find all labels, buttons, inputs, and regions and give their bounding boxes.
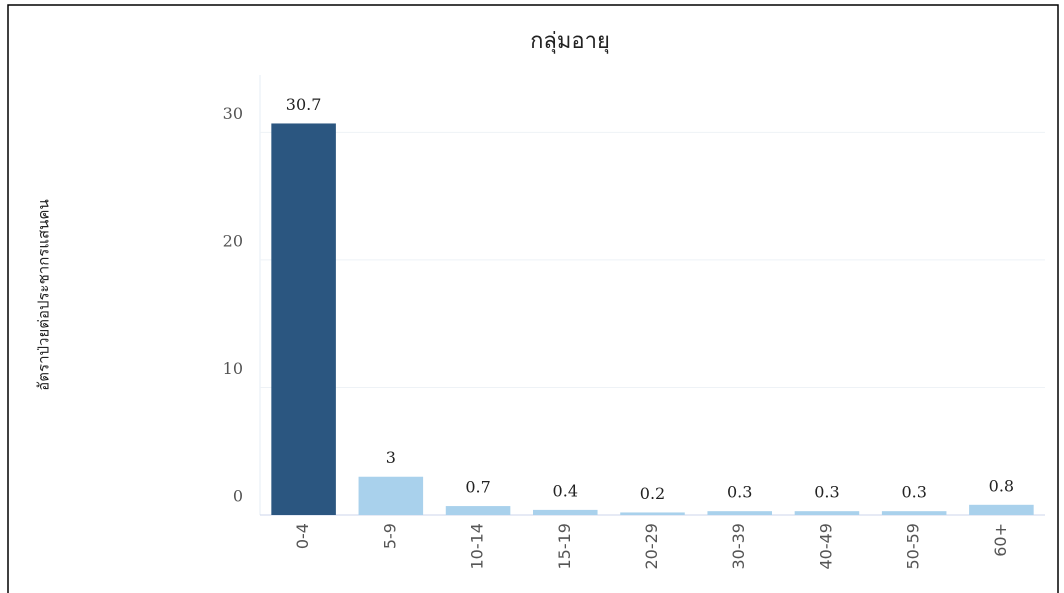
value-label: 0.3 — [901, 483, 926, 502]
bar — [881, 511, 947, 515]
y-axis-label: อัตราป่วยต่อประชากรแสนคน — [35, 199, 53, 390]
chart-title: กลุ่มอายุ — [530, 29, 610, 54]
value-label: 0.3 — [727, 483, 752, 502]
x-tick-label: 20-29 — [642, 523, 661, 570]
x-tick-label: 5-9 — [380, 523, 399, 549]
value-label: 0.3 — [814, 483, 839, 502]
value-label: 30.7 — [286, 95, 322, 114]
y-tick-label: 20 — [223, 231, 243, 250]
bar — [620, 512, 685, 515]
x-tick-label: 0-4 — [293, 523, 312, 549]
x-tick-label: 50-59 — [904, 523, 923, 570]
value-label: 0.2 — [640, 484, 665, 503]
y-tick-label: 30 — [223, 104, 243, 123]
x-tick-label: 60+ — [991, 523, 1010, 557]
value-label: 0.4 — [553, 481, 578, 500]
bar — [445, 506, 511, 515]
x-tick-label: 30-39 — [729, 523, 748, 570]
value-label: 0.7 — [465, 478, 490, 497]
bar — [271, 123, 336, 515]
y-tick-label: 10 — [223, 359, 243, 378]
bar — [358, 476, 424, 515]
bar — [533, 509, 598, 515]
value-label: 3 — [386, 448, 396, 467]
bar — [969, 504, 1034, 515]
y-tick-label: 0 — [233, 487, 243, 506]
bar — [707, 511, 772, 515]
x-tick-label: 10-14 — [468, 523, 487, 570]
frame — [7, 4, 1059, 593]
x-tick-label: 40-49 — [816, 523, 835, 570]
x-tick-label: 15-19 — [555, 523, 574, 570]
bar — [794, 511, 860, 515]
value-label: 0.8 — [989, 476, 1014, 495]
